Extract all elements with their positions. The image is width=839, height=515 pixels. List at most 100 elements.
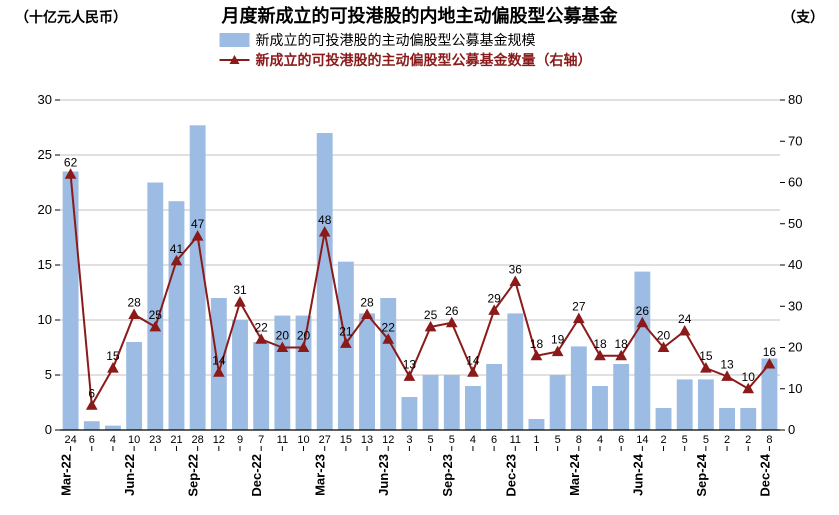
bar: [359, 313, 375, 430]
line-value-label: 31: [233, 283, 247, 297]
y-right-tick-label: 70: [788, 133, 802, 148]
bar: [613, 364, 629, 430]
x-tick-label: Jun-22: [122, 454, 137, 496]
bar-value-label: 5: [555, 434, 561, 446]
bar: [317, 133, 333, 430]
x-tick-label: Jun-23: [376, 454, 391, 496]
y-left-tick-label: 5: [45, 367, 52, 382]
x-tick-label: Sep-24: [694, 453, 709, 496]
y-left-tick-label: 25: [38, 147, 52, 162]
bar: [740, 408, 756, 430]
line-value-label: 14: [212, 353, 226, 367]
y-right-tick-label: 60: [788, 175, 802, 190]
bar-value-label: 6: [618, 434, 624, 446]
bar-value-label: 12: [213, 434, 225, 446]
line-value-label: 22: [254, 320, 268, 334]
x-tick-label: Dec-24: [757, 453, 772, 496]
bar: [634, 272, 650, 430]
bar: [677, 379, 693, 430]
y-left-tick-label: 10: [38, 312, 52, 327]
line-value-label: 62: [64, 155, 78, 169]
bar-value-label: 5: [682, 434, 688, 446]
line-value-label: 15: [699, 349, 713, 363]
bar: [486, 364, 502, 430]
bar: [232, 320, 248, 430]
bar: [465, 386, 481, 430]
y-right-tick-label: 80: [788, 92, 802, 107]
bar: [529, 419, 545, 430]
bar: [719, 408, 735, 430]
bar-value-label: 4: [110, 434, 116, 446]
line-value-label: 26: [636, 304, 650, 318]
line-value-label: 27: [572, 300, 586, 314]
chart-title: 月度新成立的可投港股的内地主动偏股型公募基金: [221, 5, 619, 26]
bar-value-label: 7: [258, 434, 264, 446]
bar: [423, 375, 439, 430]
bar: [656, 408, 672, 430]
line-value-label: 26: [445, 304, 459, 318]
x-tick-label: Mar-22: [59, 454, 74, 496]
bar-value-label: 15: [340, 434, 352, 446]
line-value-label: 28: [360, 296, 374, 310]
bar: [84, 421, 100, 430]
x-tick-label: Mar-23: [313, 454, 328, 496]
line-value-label: 29: [487, 291, 501, 305]
bar-value-label: 5: [703, 434, 709, 446]
line-value-label: 6: [88, 386, 95, 400]
x-tick-label: Mar-24: [567, 453, 582, 496]
line-value-label: 24: [678, 312, 692, 326]
x-tick-label: Jun-24: [630, 453, 645, 496]
right-axis-title: （支）: [782, 9, 824, 25]
line-value-label: 22: [382, 320, 396, 334]
bar-value-label: 24: [64, 434, 76, 446]
bar: [63, 172, 79, 431]
line-value-label: 13: [403, 357, 417, 371]
line-value-label: 48: [318, 213, 332, 227]
line-value-label: 36: [509, 263, 523, 277]
line-value-label: 16: [763, 345, 777, 359]
chart-svg: 2464102321281297111027151312355461115846…: [0, 0, 839, 515]
bar-value-label: 2: [660, 434, 666, 446]
bar-value-label: 21: [170, 434, 182, 446]
line-value-label: 47: [191, 217, 205, 231]
bar-value-label: 14: [636, 434, 648, 446]
line-value-label: 18: [593, 337, 607, 351]
bar: [507, 313, 523, 430]
x-tick-label: Dec-23: [503, 454, 518, 497]
y-right-tick-label: 30: [788, 298, 802, 313]
line-value-label: 14: [466, 353, 480, 367]
bar-value-label: 28: [192, 434, 204, 446]
y-left-tick-label: 30: [38, 92, 52, 107]
bar-value-label: 10: [297, 434, 309, 446]
line-value-label: 19: [551, 333, 565, 347]
bar-value-label: 6: [89, 434, 95, 446]
line-value-label: 10: [742, 370, 756, 384]
line-value-label: 20: [297, 329, 311, 343]
x-tick-label: Dec-22: [249, 454, 264, 497]
bar-value-label: 13: [361, 434, 373, 446]
bar-value-label: 2: [745, 434, 751, 446]
legend-bar-swatch: [220, 33, 250, 47]
bar-value-label: 5: [428, 434, 434, 446]
bar-value-label: 23: [149, 434, 161, 446]
bar: [169, 201, 185, 430]
bar: [105, 426, 121, 430]
line-value-label: 28: [127, 296, 141, 310]
bar-value-label: 1: [533, 434, 539, 446]
bar: [550, 375, 566, 430]
bar-value-label: 8: [766, 434, 772, 446]
bar: [698, 379, 714, 430]
legend-line-label: 新成立的可投港股的主动偏股型公募基金数量（右轴）: [256, 52, 592, 68]
left-axis-title: （十亿元人民币）: [15, 9, 127, 25]
bar-value-label: 4: [470, 434, 476, 446]
bar-value-label: 12: [382, 434, 394, 446]
bar-value-label: 11: [510, 434, 521, 446]
line-value-label: 15: [106, 349, 120, 363]
y-right-tick-label: 0: [788, 422, 795, 437]
line-value-label: 18: [614, 337, 628, 351]
bar-value-label: 9: [237, 434, 243, 446]
y-left-tick-label: 15: [38, 257, 52, 272]
x-tick-label: Sep-22: [186, 454, 201, 497]
bar: [253, 342, 269, 430]
chart-container: 2464102321281297111027151312355461115846…: [0, 0, 839, 515]
